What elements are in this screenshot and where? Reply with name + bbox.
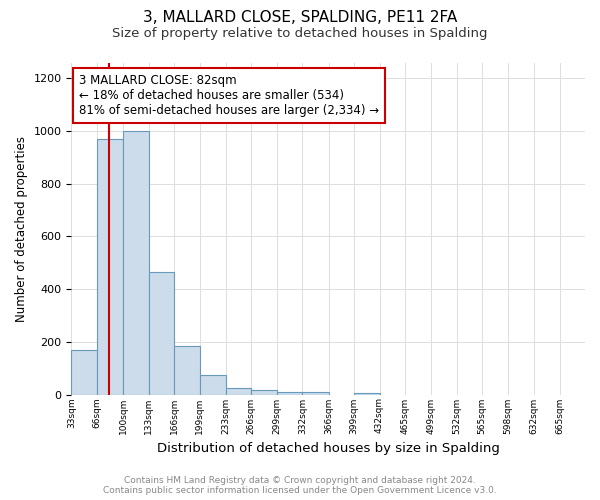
Bar <box>302 392 329 394</box>
Text: 3, MALLARD CLOSE, SPALDING, PE11 2FA: 3, MALLARD CLOSE, SPALDING, PE11 2FA <box>143 10 457 25</box>
Bar <box>149 272 174 394</box>
Bar <box>277 392 302 394</box>
Bar <box>174 346 200 395</box>
X-axis label: Distribution of detached houses by size in Spalding: Distribution of detached houses by size … <box>157 442 500 455</box>
Bar <box>251 390 277 394</box>
Bar <box>123 131 149 394</box>
Bar <box>226 388 251 394</box>
Text: 3 MALLARD CLOSE: 82sqm
← 18% of detached houses are smaller (534)
81% of semi-de: 3 MALLARD CLOSE: 82sqm ← 18% of detached… <box>79 74 379 117</box>
Text: Contains HM Land Registry data © Crown copyright and database right 2024.
Contai: Contains HM Land Registry data © Crown c… <box>103 476 497 495</box>
Y-axis label: Number of detached properties: Number of detached properties <box>15 136 28 322</box>
Text: Size of property relative to detached houses in Spalding: Size of property relative to detached ho… <box>112 28 488 40</box>
Bar <box>97 139 123 394</box>
Bar <box>354 393 380 394</box>
Bar <box>200 375 226 394</box>
Bar <box>71 350 97 395</box>
